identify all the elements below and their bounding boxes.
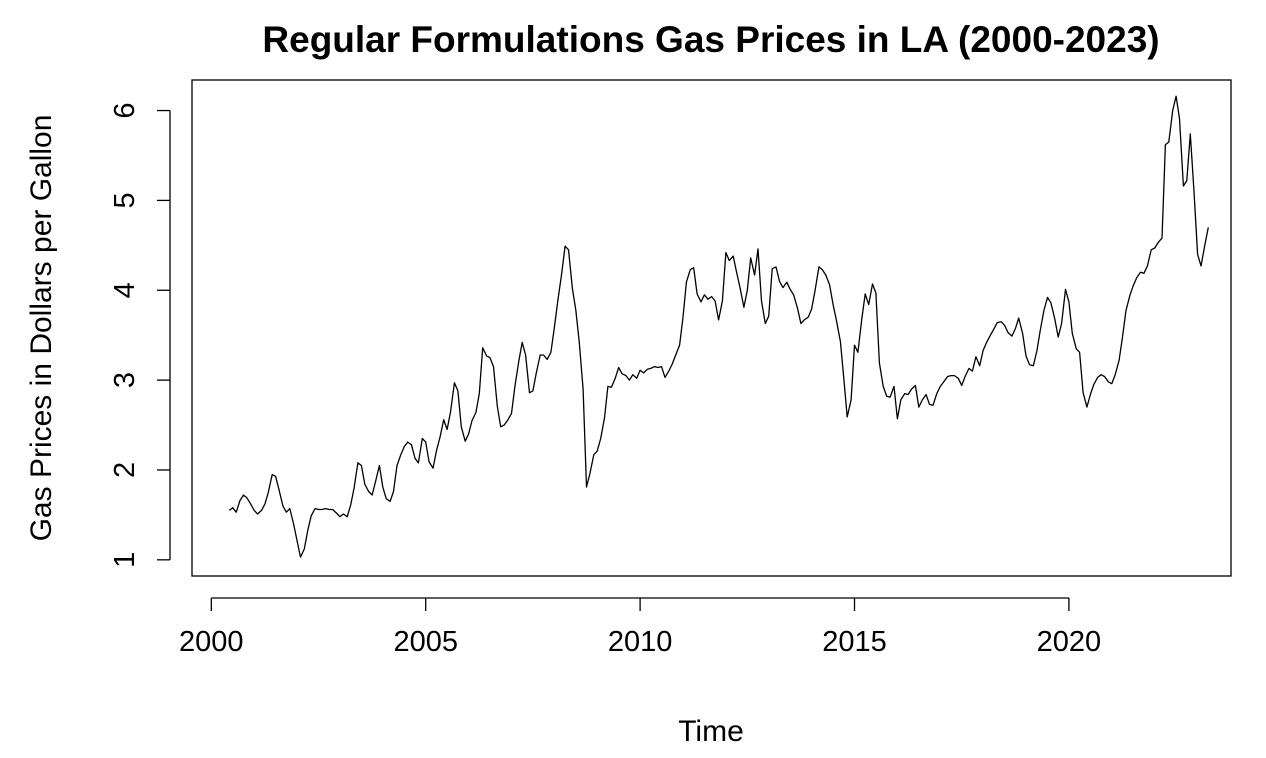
y-tick-label: 5: [109, 192, 141, 208]
x-axis: 2000 2005 2010 2015 2020: [179, 597, 1102, 658]
y-tick-label: 6: [109, 102, 141, 118]
x-axis-label: Time: [678, 715, 744, 748]
chart-title: Regular Formulations Gas Prices in LA (2…: [262, 19, 1159, 60]
y-axis-label: Gas Prices in Dollars per Gallon: [25, 115, 58, 542]
plot-frame: [191, 79, 1232, 577]
x-tick-label: 2015: [822, 626, 887, 658]
y-axis: 1 2 3 4 5 6: [109, 102, 171, 568]
y-tick-label: 1: [109, 552, 141, 568]
x-tick-label: 2005: [393, 626, 458, 658]
x-tick-label: 2000: [179, 626, 244, 658]
series-line: [228, 95, 1209, 558]
y-tick-label: 4: [109, 282, 141, 298]
x-tick-label: 2020: [1037, 626, 1102, 658]
y-tick-label: 2: [109, 462, 141, 478]
x-tick-label: 2010: [608, 626, 673, 658]
y-tick-label: 3: [109, 372, 141, 388]
